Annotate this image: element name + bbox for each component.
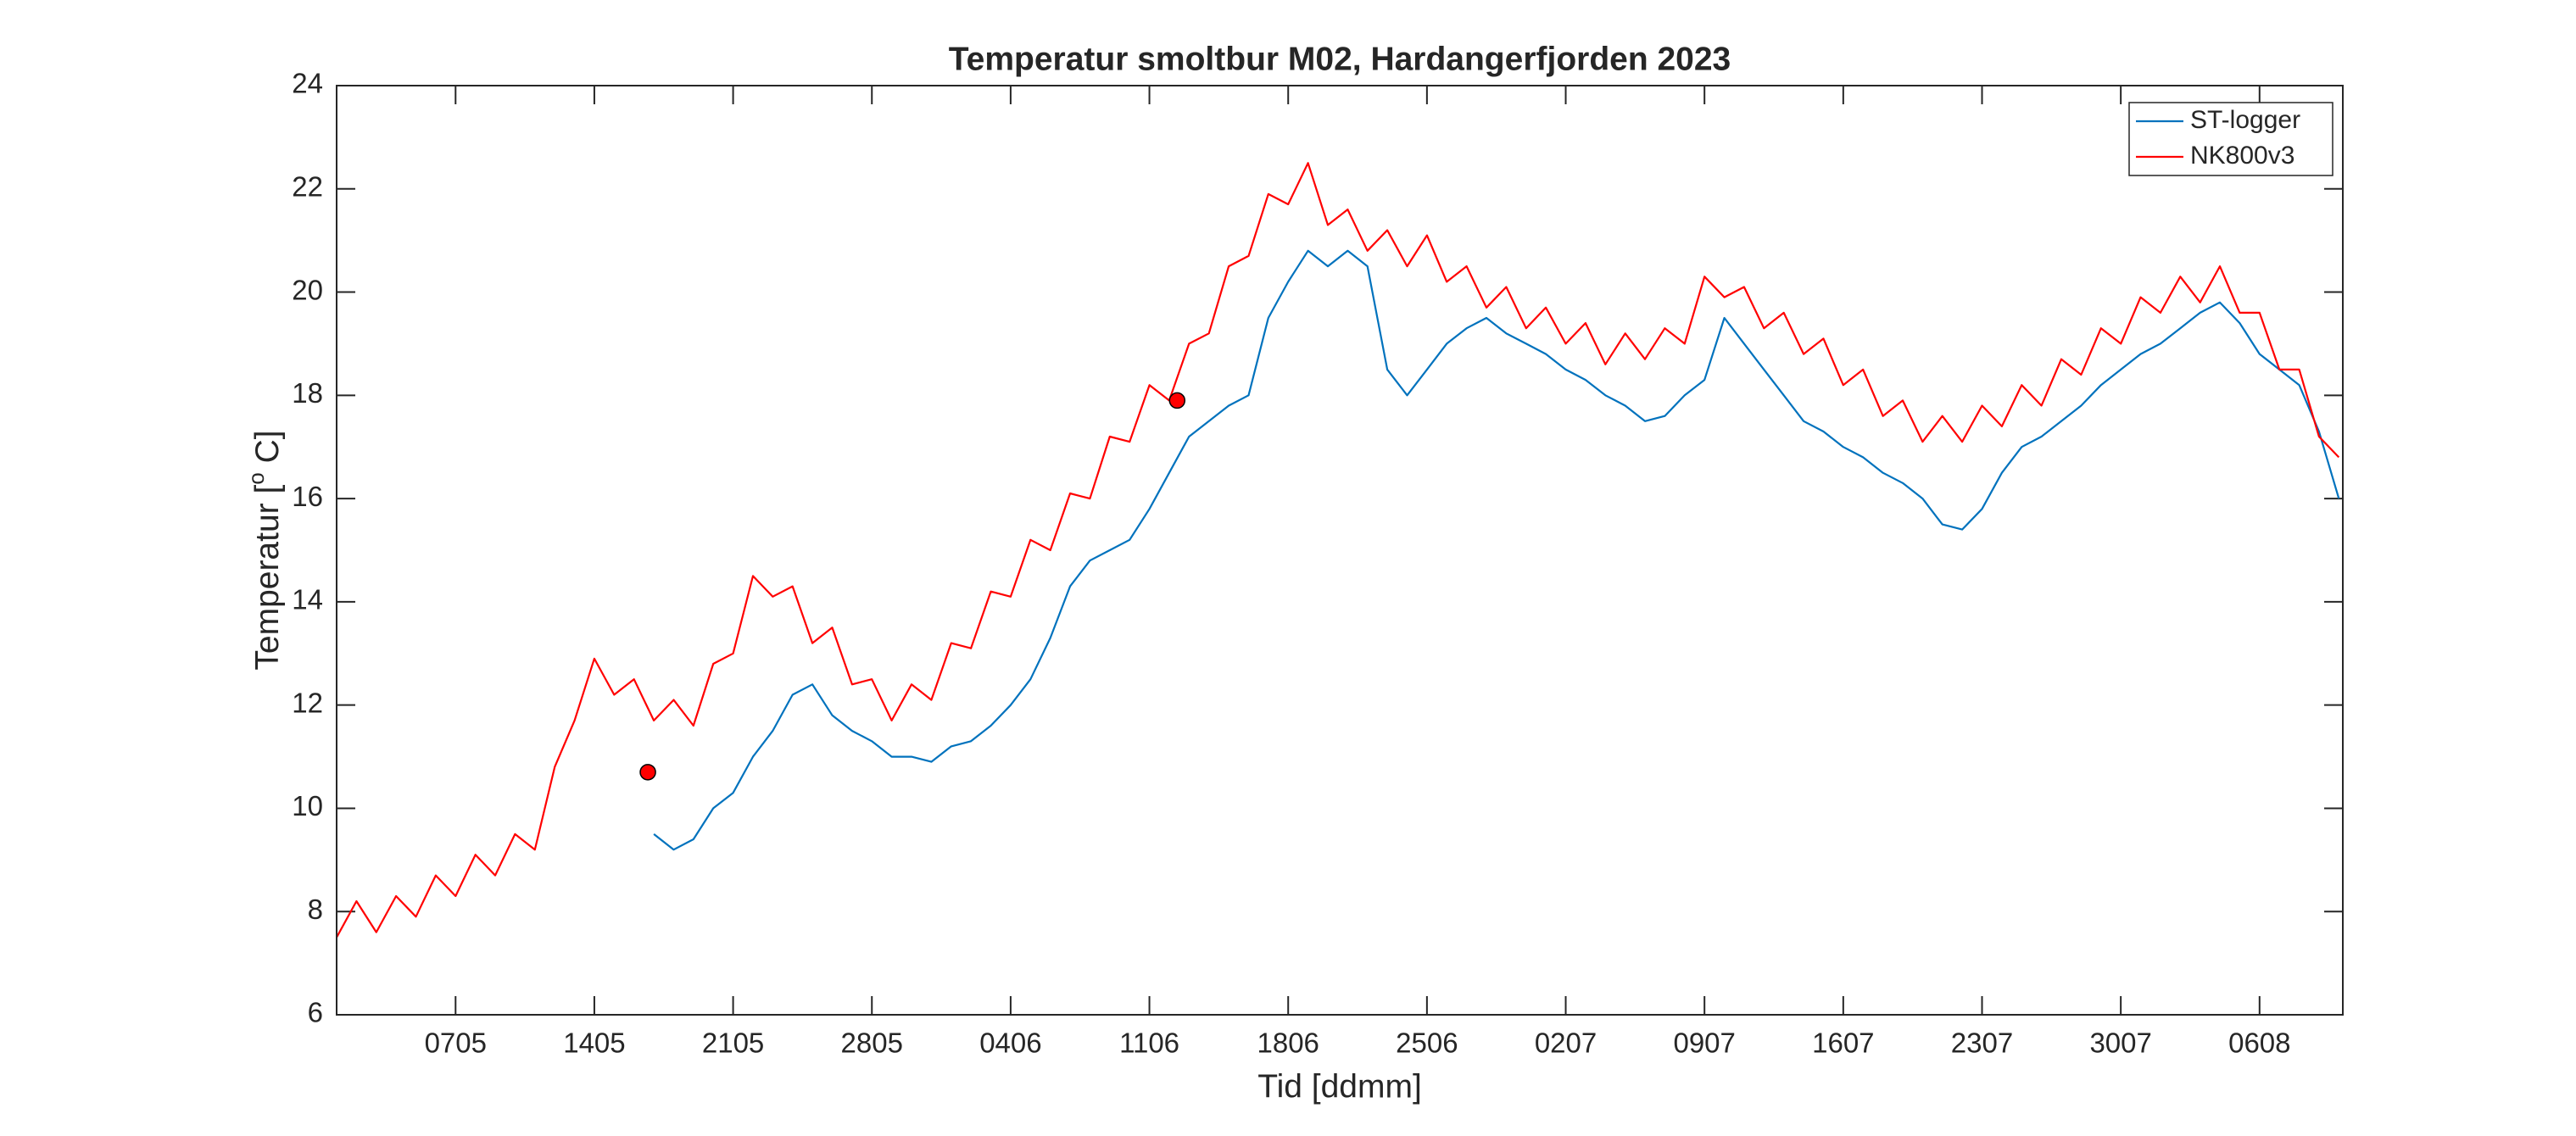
y-tick-label: 14 [292, 584, 323, 615]
series-line [336, 162, 2340, 938]
x-tick-label: 0406 [979, 1027, 1041, 1059]
y-tick-label: 18 [292, 377, 323, 409]
y-tick-label: 8 [308, 894, 323, 925]
plot-frame [336, 85, 2344, 1016]
legend-label: ST-logger [2190, 106, 2300, 134]
x-axis-label: Tid [ddmm] [1257, 1068, 1422, 1105]
series-line [653, 249, 2340, 851]
x-tick-label: 0608 [2228, 1027, 2290, 1059]
x-tick-label: 1106 [1119, 1027, 1179, 1059]
y-tick-label: 24 [292, 68, 323, 99]
x-tick-label: 2805 [841, 1027, 903, 1059]
x-tick-label: 1405 [563, 1027, 625, 1059]
y-tick-label: 16 [292, 481, 323, 512]
y-tick-label: 22 [292, 170, 323, 202]
y-tick-label: 12 [292, 687, 323, 718]
legend-label: NK800v3 [2190, 142, 2294, 170]
x-tick-label: 2105 [702, 1027, 764, 1059]
plot-area [337, 86, 2343, 1015]
y-label-end: C] [249, 430, 286, 472]
x-tick-label: 0907 [1673, 1027, 1735, 1059]
x-tick-label: 3007 [2089, 1027, 2151, 1059]
x-tick-label: 0207 [1535, 1027, 1597, 1059]
y-axis-label: Temperatur [o C] [243, 430, 286, 670]
chart-title: Temperatur smoltbur M02, Hardangerfjorde… [949, 41, 1731, 77]
y-label-sup: o [243, 472, 269, 484]
y-tick-label: 20 [292, 274, 323, 305]
x-tick-label: 1607 [1812, 1027, 1874, 1059]
marker-point [1168, 392, 1186, 409]
x-tick-label: 2307 [1951, 1027, 2013, 1059]
y-label-main: Temperatur [ [249, 485, 286, 671]
y-tick-label: 10 [292, 790, 323, 821]
x-tick-label: 2506 [1396, 1027, 1458, 1059]
x-tick-label: 0705 [425, 1027, 487, 1059]
legend-box [2128, 102, 2333, 176]
x-tick-label: 1806 [1257, 1027, 1319, 1059]
y-tick-label: 6 [308, 997, 323, 1028]
marker-point [639, 764, 656, 781]
